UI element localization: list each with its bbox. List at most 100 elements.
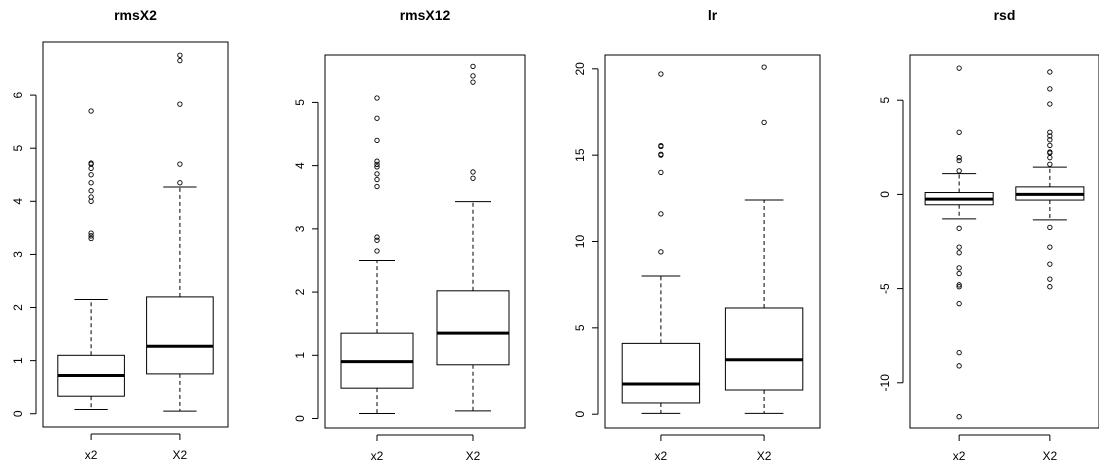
outlier-point (374, 115, 380, 121)
outlier-point (956, 349, 962, 356)
outlier-point (1047, 101, 1053, 107)
y-tick-label: 6 (11, 91, 25, 98)
outlier-point (470, 79, 476, 85)
outlier-point (956, 157, 962, 164)
outlier-point (88, 188, 94, 194)
y-tick-label: 3 (293, 225, 307, 232)
box-X2 (146, 52, 214, 412)
outlier-point (374, 176, 380, 183)
panel-rsd: rsd -10 -5 0 5 x2 X2 (878, 7, 1099, 461)
y-tick-label: 3 (11, 251, 25, 258)
outlier-point (658, 169, 664, 176)
y-tick-label: 5 (293, 99, 307, 106)
x-tick-label: x2 (85, 448, 98, 461)
outlier-point (88, 172, 94, 178)
box-x2 (57, 108, 125, 410)
outlier-point (1047, 69, 1053, 75)
outlier-point (88, 180, 94, 186)
outlier-point (956, 129, 962, 135)
outlier-point (1047, 86, 1053, 92)
panel-title: lr (708, 7, 718, 23)
x-tick-label: X2 (466, 449, 481, 461)
x-tick-label: x2 (655, 449, 668, 461)
outlier-point (1047, 244, 1053, 250)
outlier-point (88, 165, 94, 172)
outlier-point (658, 151, 664, 157)
box-x2 (621, 71, 701, 414)
y-tick-label: 4 (11, 198, 25, 205)
x-tick-label: X2 (173, 448, 188, 461)
panel-rmsX2: rmsX2 0 1 2 3 4 5 6 x2 X2 (11, 7, 229, 461)
outlier-point (1047, 161, 1053, 167)
y-tick-label: 5 (573, 324, 587, 331)
outlier-point (658, 249, 664, 255)
outlier-point (374, 137, 380, 143)
y-tick-label: 5 (878, 97, 892, 104)
outlier-point (177, 180, 183, 186)
outlier-point (470, 73, 476, 79)
iqr-box (146, 296, 214, 375)
y-tick-label: 2 (11, 304, 25, 311)
y-tick-label: 15 (573, 148, 587, 162)
plot-frame (42, 41, 229, 428)
outlier-point (88, 198, 94, 204)
x-tick-label: X2 (1043, 449, 1058, 461)
y-tick-label: 5 (11, 145, 25, 152)
y-tick-label: 1 (11, 357, 25, 364)
outlier-point (374, 248, 380, 254)
iqr-box (724, 307, 804, 391)
iqr-box (436, 290, 510, 366)
outlier-point (956, 225, 962, 231)
outlier-point (956, 244, 962, 250)
outlier-point (374, 171, 380, 177)
y-tick-label: -5 (878, 283, 892, 294)
y-tick-label: 0 (293, 415, 307, 422)
outlier-point (1047, 155, 1053, 161)
outlier-point (956, 363, 962, 369)
outlier-point (658, 71, 664, 77)
outlier-point (374, 237, 380, 243)
outlier-point (88, 235, 94, 242)
outlier-point (658, 143, 664, 149)
y-tick-label: 4 (293, 162, 307, 169)
outlier-point (470, 63, 476, 70)
outlier-point (956, 270, 962, 277)
plot-frame (324, 54, 526, 429)
outlier-point (1047, 133, 1053, 139)
plot-frame (909, 54, 1099, 429)
y-tick-label: 1 (293, 352, 307, 359)
outlier-point (470, 175, 476, 181)
panel-lr: lr 0 5 10 15 20 x2 X2 (573, 7, 821, 461)
box-x2 (924, 65, 994, 420)
box-x2 (340, 95, 414, 414)
iqr-box (621, 342, 701, 404)
outlier-point (956, 284, 962, 290)
outlier-point (374, 234, 380, 240)
outlier-point (1047, 224, 1053, 231)
outlier-point (374, 95, 380, 101)
outlier-point (177, 57, 183, 64)
box-X2 (436, 63, 510, 412)
outlier-point (956, 414, 962, 420)
outlier-point (1047, 276, 1053, 282)
outlier-point (88, 160, 94, 166)
panel-title: rsd (994, 7, 1016, 23)
outlier-point (177, 101, 183, 107)
outlier-point (761, 64, 767, 70)
y-tick-label: 20 (573, 62, 587, 76)
outlier-point (1047, 149, 1053, 155)
y-tick-label: 0 (11, 410, 25, 417)
outlier-point (956, 250, 962, 256)
outlier-point (88, 230, 94, 236)
outlier-point (956, 301, 962, 307)
outlier-point (177, 52, 183, 58)
outlier-point (374, 183, 380, 190)
outlier-point (88, 108, 94, 114)
x-tick-label: X2 (757, 449, 772, 461)
outlier-point (956, 155, 962, 161)
outlier-point (1047, 137, 1053, 143)
outlier-point (374, 161, 380, 168)
y-tick-label: 2 (293, 288, 307, 295)
y-tick-label: 10 (573, 235, 587, 249)
